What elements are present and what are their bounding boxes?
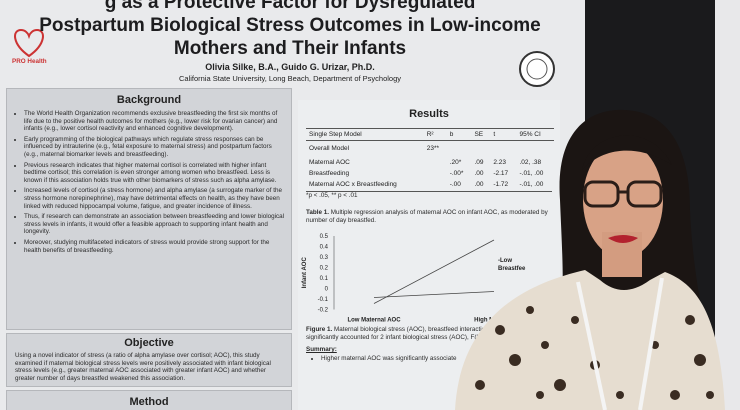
cell: .02, .38: [519, 158, 542, 166]
cell: 95% CI: [519, 131, 541, 138]
line: [373, 291, 495, 299]
cell: -1.72: [493, 180, 509, 188]
y-tick-label: -0.1: [318, 297, 329, 303]
section-heading: Results: [409, 108, 449, 120]
cell: -.01, .00: [519, 180, 544, 188]
cell: -2.17: [493, 169, 509, 177]
authors: Olivia Silke, B.A., Guido G. Urizar, Ph.…: [205, 62, 375, 72]
table-row: Maternal AOC x Breastfeeding -.00 .00 -1.72…: [306, 179, 554, 190]
title-line: g as a Protective Factor for Dysregulate…: [104, 0, 476, 13]
cell: t: [493, 131, 496, 138]
cell: -.01, .00: [519, 169, 544, 177]
cell: -.00*: [449, 169, 464, 177]
table-header: Single Step Model R² b SE t 95% CI: [306, 128, 554, 141]
neighbor-poster: [715, 0, 740, 410]
legend-text: -Low: [498, 258, 512, 264]
results-table: Single Step Model R² b SE t 95% CI Overall Mo…: [306, 128, 554, 190]
caption-label: Table 1.: [306, 209, 329, 217]
bullet: Thus, if research can demonstrate an ass…: [24, 213, 285, 236]
table-caption: Table 1. Multiple regression analysis of…: [306, 209, 552, 224]
objective-panel: Objective Using a novel indicator of str…: [6, 333, 292, 387]
y-tick-label: -0.2: [318, 308, 329, 314]
bullet: Moreover, studying multifaceted indicato…: [24, 239, 285, 254]
bullet: Higher maternal AOC was significantly as…: [321, 355, 552, 363]
y-tick-label: 0.4: [320, 245, 329, 251]
title-line: Mothers and Their Infants: [173, 38, 407, 59]
y-tick-label: 0: [325, 287, 329, 293]
y-tick-label: 0.3: [320, 255, 329, 261]
background-panel: Background The World Health Organization…: [6, 88, 292, 330]
bullet: Early programming of the biological path…: [24, 136, 285, 159]
university-seal: [519, 51, 555, 87]
figure-caption: Figure 1. Maternal biological stress (AO…: [306, 326, 552, 341]
caption-label: Figure 1.: [306, 326, 333, 334]
method-panel: Method: [6, 390, 292, 410]
table-row: Overall Model 23**: [306, 141, 554, 157]
cell: 23**: [426, 145, 440, 153]
caption-text: Multiple regression analysis of maternal…: [306, 209, 548, 224]
affiliation: California State University, Long Beach,…: [178, 74, 402, 83]
y-axis-label: Infant AOC: [302, 257, 308, 289]
cell: Overall Model: [309, 145, 350, 153]
title-line: Postpartum Biological Stress Outcomes in…: [39, 15, 541, 36]
logo-text: PRO Health: [12, 58, 47, 65]
cell: b: [449, 131, 454, 138]
cell: Maternal AOC x Breastfeeding: [309, 180, 397, 188]
table-note: *p < .05, ** p < .01: [306, 190, 552, 200]
cell: Single Step Model: [309, 131, 362, 138]
bullet: Previous research indicates that higher …: [24, 162, 285, 185]
cell: R²: [426, 131, 434, 138]
cell: SE: [474, 131, 484, 138]
logo-icon: [14, 28, 44, 58]
section-heading: Background: [116, 94, 182, 106]
section-heading: Objective: [124, 337, 174, 349]
cell: .00: [474, 180, 484, 188]
bullet: Increased levels of cortisol (a stress h…: [24, 187, 285, 210]
cell: Breastfeeding: [309, 169, 350, 177]
summary-list: Higher maternal AOC was significantly as…: [312, 355, 552, 363]
caption-text: Maternal biological stress (AOC), breast…: [306, 326, 532, 341]
table-row: Maternal AOC .20* .09 2.23 .02, .38: [306, 157, 554, 168]
cell: .09: [474, 158, 484, 166]
section-heading: Method: [129, 396, 169, 408]
line: [373, 239, 495, 305]
cell: .20*: [449, 158, 462, 166]
bullet: The World Health Organization recommends…: [24, 110, 285, 133]
objective-text: Using a novel indicator of stress (a rat…: [15, 352, 271, 382]
bullet-list: The World Health Organization recommends…: [15, 110, 285, 254]
summary-heading: Summary:: [306, 346, 337, 354]
y-tick-label: 0.5: [320, 234, 329, 240]
y-tick-label: 0.1: [320, 276, 329, 282]
cell: -.00: [449, 180, 461, 188]
x-label: Low Maternal AOC: [347, 318, 401, 324]
y-tick-label: 0.2: [320, 266, 329, 272]
legend-text: Breastfee: [498, 266, 526, 272]
cell: Maternal AOC: [309, 158, 350, 166]
cell: .00: [474, 169, 484, 177]
table-row: Breastfeeding -.00* .00 -2.17 -.01, .00: [306, 168, 554, 179]
cell: 2.23: [493, 158, 506, 166]
